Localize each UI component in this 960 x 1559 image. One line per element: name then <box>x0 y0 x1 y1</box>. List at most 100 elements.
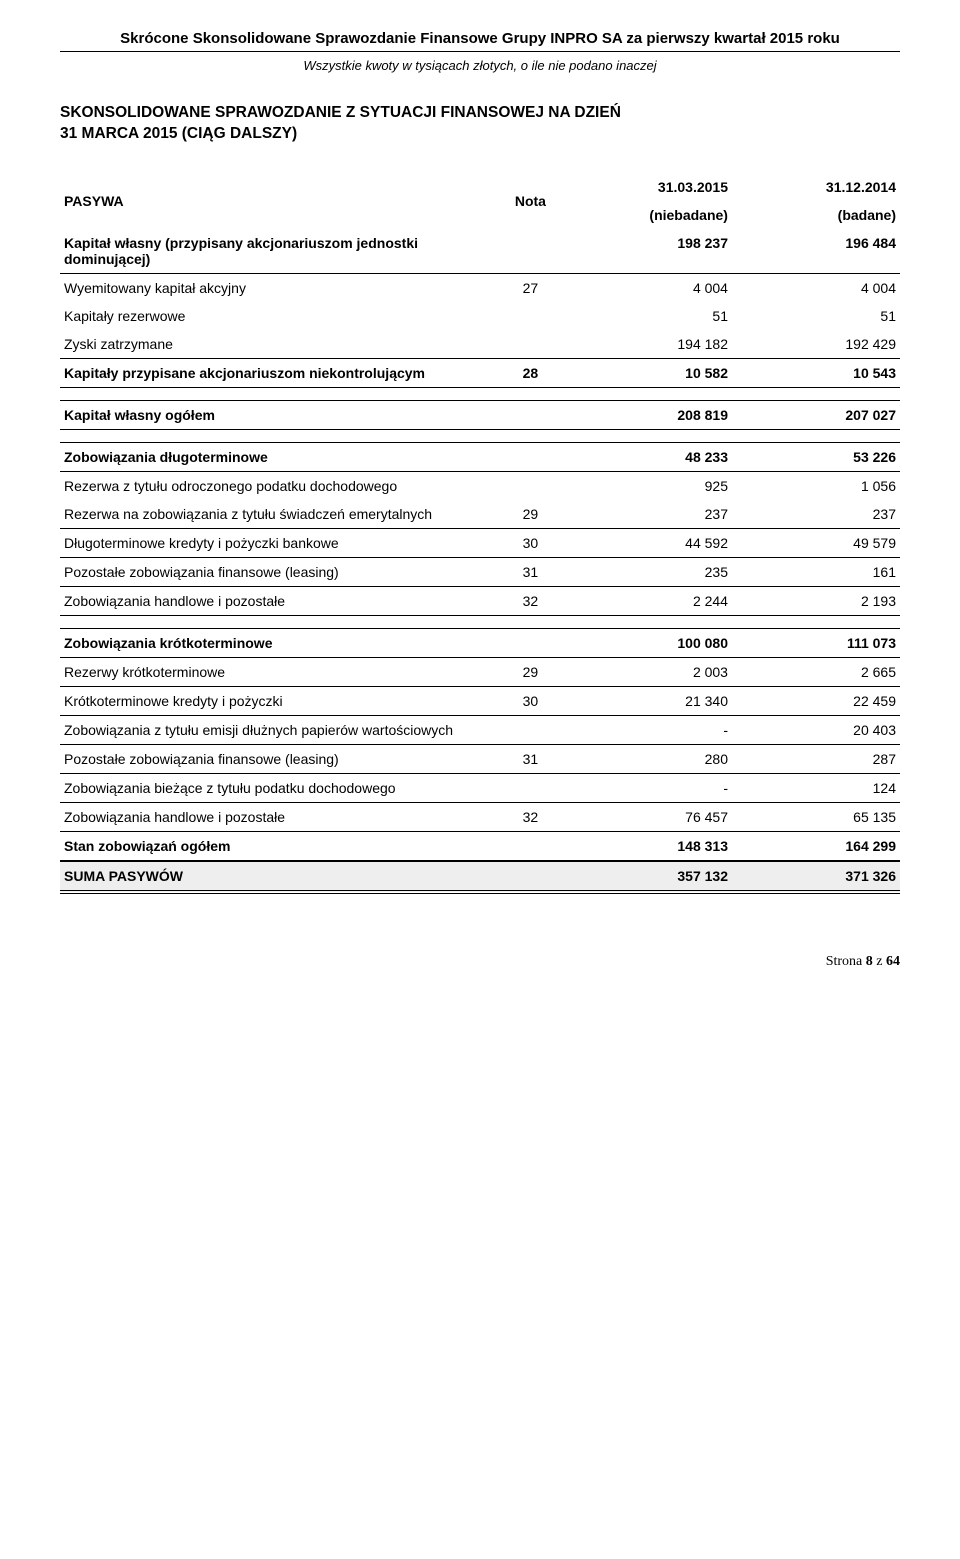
cell-nota: 27 <box>497 273 564 302</box>
row-kredyty-krotko: Krótkoterminowe kredyty i pożyczki 30 21… <box>60 686 900 715</box>
cell-v1: 925 <box>564 471 732 500</box>
cell-label: Zyski zatrzymane <box>60 330 497 359</box>
cell-label: Zobowiązania bieżące z tytułu podatku do… <box>60 773 497 802</box>
row-handlowe-krotko: Zobowiązania handlowe i pozostałe 32 76 … <box>60 802 900 831</box>
cell-v1: 237 <box>564 500 732 529</box>
cell-nota <box>497 861 564 892</box>
row-leasing-dlugo: Pozostałe zobowiązania finansowe (leasin… <box>60 557 900 586</box>
cell-v1: 208 819 <box>564 400 732 429</box>
row-emisja: Zobowiązania z tytułu emisji dłużnych pa… <box>60 715 900 744</box>
cell-v2: 207 027 <box>732 400 900 429</box>
col-header-date1: 31.03.2015 <box>564 173 732 201</box>
cell-v1: 76 457 <box>564 802 732 831</box>
cell-label: Zobowiązania z tytułu emisji dłużnych pa… <box>60 715 497 744</box>
cell-nota <box>497 229 564 274</box>
cell-label: Zobowiązania długoterminowe <box>60 442 497 471</box>
row-kapital-ogolem: Kapitał własny ogółem 208 819 207 027 <box>60 400 900 429</box>
row-wyemitowany: Wyemitowany kapitał akcyjny 27 4 004 4 0… <box>60 273 900 302</box>
cell-nota: 30 <box>497 686 564 715</box>
cell-v1: 148 313 <box>564 831 732 861</box>
cell-v1: 44 592 <box>564 528 732 557</box>
cell-v2: 10 543 <box>732 358 900 387</box>
cell-v2: 4 004 <box>732 273 900 302</box>
cell-label: Zobowiązania handlowe i pozostałe <box>60 586 497 615</box>
cell-nota: 28 <box>497 358 564 387</box>
cell-v1: 21 340 <box>564 686 732 715</box>
cell-label: Długoterminowe kredyty i pożyczki bankow… <box>60 528 497 557</box>
page-sep: z <box>873 954 886 969</box>
row-zob-krotko: Zobowiązania krótkoterminowe 100 080 111… <box>60 628 900 657</box>
cell-v2: 49 579 <box>732 528 900 557</box>
page-current: 8 <box>866 954 873 969</box>
table-spacer <box>60 387 900 400</box>
cell-label: Krótkoterminowe kredyty i pożyczki <box>60 686 497 715</box>
cell-v2: 161 <box>732 557 900 586</box>
cell-nota: 30 <box>497 528 564 557</box>
cell-nota: 32 <box>497 802 564 831</box>
cell-nota: 29 <box>497 657 564 686</box>
col-header-pasywa: PASYWA <box>60 173 497 229</box>
financial-table: PASYWA Nota 31.03.2015 31.12.2014 (nieba… <box>60 173 900 894</box>
cell-v2: 65 135 <box>732 802 900 831</box>
cell-nota <box>497 400 564 429</box>
cell-v2: 371 326 <box>732 861 900 892</box>
row-biezace-podatek: Zobowiązania bieżące z tytułu podatku do… <box>60 773 900 802</box>
row-zyski: Zyski zatrzymane 194 182 192 429 <box>60 330 900 359</box>
cell-label: SUMA PASYWÓW <box>60 861 497 892</box>
cell-v1: 235 <box>564 557 732 586</box>
cell-v2: 111 073 <box>732 628 900 657</box>
cell-label: Kapitał własny (przypisany akcjonariuszo… <box>60 229 497 274</box>
cell-nota: 31 <box>497 744 564 773</box>
cell-nota <box>497 471 564 500</box>
cell-label: Stan zobowiązań ogółem <box>60 831 497 861</box>
cell-v1: 2 244 <box>564 586 732 615</box>
cell-nota <box>497 302 564 330</box>
cell-v1: 198 237 <box>564 229 732 274</box>
row-rezerwy-krotko: Rezerwy krótkoterminowe 29 2 003 2 665 <box>60 657 900 686</box>
cell-label: Kapitały rezerwowe <box>60 302 497 330</box>
row-zob-dlugo: Zobowiązania długoterminowe 48 233 53 22… <box>60 442 900 471</box>
row-kredyty-dlugo: Długoterminowe kredyty i pożyczki bankow… <box>60 528 900 557</box>
row-rezerwa-emeryt: Rezerwa na zobowiązania z tytułu świadcz… <box>60 500 900 529</box>
table-spacer <box>60 429 900 442</box>
doc-subtitle: Wszystkie kwoty w tysiącach złotych, o i… <box>60 52 900 103</box>
cell-v1: - <box>564 773 732 802</box>
row-stan-zob: Stan zobowiązań ogółem 148 313 164 299 <box>60 831 900 861</box>
cell-label: Kapitały przypisane akcjonariuszom nieko… <box>60 358 497 387</box>
cell-v2: 2 665 <box>732 657 900 686</box>
row-handlowe-dlugo: Zobowiązania handlowe i pozostałe 32 2 2… <box>60 586 900 615</box>
cell-v2: 237 <box>732 500 900 529</box>
cell-v2: 53 226 <box>732 442 900 471</box>
doc-title: Skrócone Skonsolidowane Sprawozdanie Fin… <box>60 30 900 52</box>
cell-v2: 164 299 <box>732 831 900 861</box>
cell-label: Kapitał własny ogółem <box>60 400 497 429</box>
row-rezerwa-podatku: Rezerwa z tytułu odroczonego podatku doc… <box>60 471 900 500</box>
cell-v2: 196 484 <box>732 229 900 274</box>
cell-v2: 1 056 <box>732 471 900 500</box>
cell-label: Pozostałe zobowiązania finansowe (leasin… <box>60 744 497 773</box>
row-suma-pasywow: SUMA PASYWÓW 357 132 371 326 <box>60 861 900 892</box>
cell-nota <box>497 831 564 861</box>
table-spacer <box>60 615 900 628</box>
cell-label: Rezerwa z tytułu odroczonego podatku doc… <box>60 471 497 500</box>
cell-nota <box>497 442 564 471</box>
page-total: 64 <box>886 954 900 969</box>
col-header-status1: (niebadane) <box>564 201 732 229</box>
cell-label: Rezerwa na zobowiązania z tytułu świadcz… <box>60 500 497 529</box>
col-header-date2: 31.12.2014 <box>732 173 900 201</box>
cell-nota: 31 <box>497 557 564 586</box>
cell-v2: 22 459 <box>732 686 900 715</box>
page-footer: Strona 8 z 64 <box>60 894 900 970</box>
cell-label: Pozostałe zobowiązania finansowe (leasin… <box>60 557 497 586</box>
cell-label: Wyemitowany kapitał akcyjny <box>60 273 497 302</box>
cell-v2: 2 193 <box>732 586 900 615</box>
cell-v1: 280 <box>564 744 732 773</box>
col-header-status2: (badane) <box>732 201 900 229</box>
cell-v2: 20 403 <box>732 715 900 744</box>
cell-v2: 287 <box>732 744 900 773</box>
row-niekontrolujacym: Kapitały przypisane akcjonariuszom nieko… <box>60 358 900 387</box>
cell-v1: 194 182 <box>564 330 732 359</box>
cell-v2: 192 429 <box>732 330 900 359</box>
page-prefix: Strona <box>826 954 866 969</box>
cell-v1: - <box>564 715 732 744</box>
